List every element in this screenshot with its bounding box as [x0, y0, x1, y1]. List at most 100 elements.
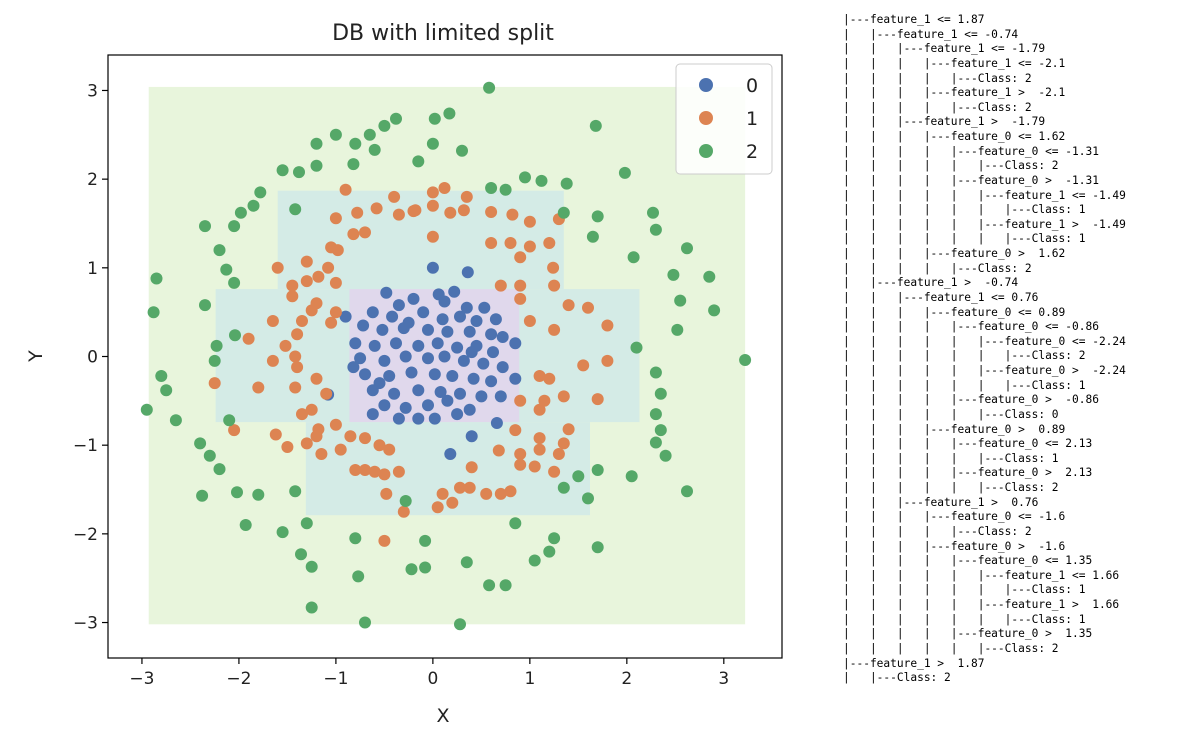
x-tick-label: 2	[621, 669, 632, 689]
point-class-1-54	[289, 350, 302, 363]
point-class-1-26	[426, 230, 439, 243]
legend: 0 1 2	[675, 63, 773, 175]
point-class-0-64	[347, 361, 360, 374]
point-class-2-49	[210, 339, 223, 352]
point-class-1-32	[547, 261, 560, 274]
point-class-0-55	[463, 403, 476, 416]
point-class-2-43	[199, 299, 211, 312]
point-class-0-2	[380, 286, 393, 299]
point-class-1-105	[504, 485, 517, 498]
point-class-1-45	[266, 315, 279, 327]
point-class-1-29	[523, 240, 536, 253]
point-class-1-67	[538, 394, 551, 407]
point-class-0-71	[494, 390, 507, 403]
point-class-1-9	[485, 206, 498, 218]
point-class-2-4	[390, 112, 402, 125]
point-class-1-52	[242, 332, 255, 345]
tree-line: | | | | | | |---Class: 1	[843, 612, 1086, 626]
point-class-2-24	[254, 186, 267, 199]
point-class-2-15	[589, 119, 602, 132]
tree-line: | | | | |---feature_0 <= 1.35	[843, 554, 1093, 568]
point-class-2-83	[591, 541, 604, 554]
tree-line: | |---feature_1 > -0.74	[843, 276, 1019, 290]
tree-line: | | | | | |---Class: 1	[843, 451, 1059, 465]
point-class-0-31	[378, 354, 391, 367]
point-class-1-43	[562, 299, 575, 312]
y-tick-label: 3	[87, 81, 98, 101]
point-class-1-27	[485, 237, 498, 249]
point-class-2-36	[681, 242, 693, 255]
point-class-1-57	[601, 354, 614, 367]
point-class-1-114	[426, 199, 439, 212]
x-tick-label: 3	[718, 669, 729, 689]
point-class-1-77	[312, 423, 325, 436]
point-class-0-65	[392, 299, 405, 312]
point-class-0-27	[451, 341, 464, 354]
point-class-1-30	[543, 237, 556, 249]
point-class-0-70	[412, 412, 425, 425]
point-class-1-16	[457, 204, 470, 217]
point-class-1-40	[310, 297, 323, 310]
point-class-2-1	[443, 107, 456, 120]
point-class-2-87	[295, 548, 307, 561]
point-class-2-71	[252, 488, 265, 501]
point-class-2-53	[155, 370, 168, 382]
point-class-1-47	[325, 316, 338, 329]
point-class-1-20	[322, 261, 335, 274]
point-class-1-75	[300, 437, 313, 450]
tree-line: | | |---feature_1 <= -1.79	[843, 42, 1046, 56]
x-tick-label: −1	[323, 669, 348, 689]
point-class-0-14	[357, 319, 370, 332]
point-class-0-11	[436, 313, 449, 326]
point-class-0-68	[339, 310, 352, 323]
point-class-2-93	[499, 579, 512, 592]
point-class-2-47	[671, 323, 684, 336]
point-class-2-0	[483, 81, 496, 94]
point-class-2-66	[213, 463, 226, 476]
tree-line: | | | | |---Class: 2	[843, 71, 1032, 85]
point-class-1-66	[514, 394, 527, 407]
point-class-1-41	[329, 306, 342, 319]
y-tick-label: −2	[73, 525, 98, 545]
point-class-0-9	[386, 310, 399, 323]
point-class-2-73	[196, 489, 209, 502]
y-tick-label: −3	[73, 614, 98, 634]
point-class-0-20	[485, 328, 498, 341]
legend-marker-0	[699, 78, 713, 92]
point-class-2-21	[535, 174, 548, 187]
point-class-2-56	[654, 387, 667, 400]
point-class-1-1	[370, 202, 383, 215]
point-class-0-40	[405, 366, 418, 379]
point-class-0-15	[376, 323, 389, 336]
point-class-1-23	[331, 244, 344, 257]
point-class-2-96	[359, 616, 371, 629]
point-class-2-50	[630, 341, 643, 354]
point-class-0-19	[463, 325, 476, 338]
tree-line: | | | | |---feature_0 > -0.86	[843, 393, 1099, 407]
tree-line: | | | | |---Class: 2	[843, 524, 1032, 538]
point-class-0-37	[496, 361, 509, 374]
point-class-2-33	[649, 223, 662, 236]
point-class-0-13	[470, 315, 483, 327]
tree-line: | | | |---feature_0 <= 0.89	[843, 305, 1066, 319]
point-class-0-10	[417, 306, 430, 319]
point-class-0-53	[422, 399, 434, 412]
point-class-2-34	[586, 230, 599, 243]
legend-box	[675, 63, 773, 175]
point-class-0-5	[448, 285, 461, 298]
tree-line: | | | |---feature_0 > 1.62	[843, 247, 1066, 260]
point-class-1-102	[463, 481, 476, 494]
point-class-0-18	[441, 325, 454, 338]
point-class-1-106	[397, 505, 410, 518]
point-class-1-64	[543, 372, 556, 385]
point-class-1-13	[392, 208, 405, 221]
point-class-1-98	[548, 465, 561, 478]
x-axis-label: X	[436, 705, 449, 727]
point-class-1-24	[347, 228, 360, 241]
point-class-2-30	[591, 210, 604, 223]
point-class-0-7	[478, 301, 491, 314]
point-class-2-63	[649, 436, 662, 449]
point-class-0-26	[431, 337, 444, 350]
point-class-1-69	[591, 393, 604, 406]
point-class-0-63	[444, 448, 457, 460]
